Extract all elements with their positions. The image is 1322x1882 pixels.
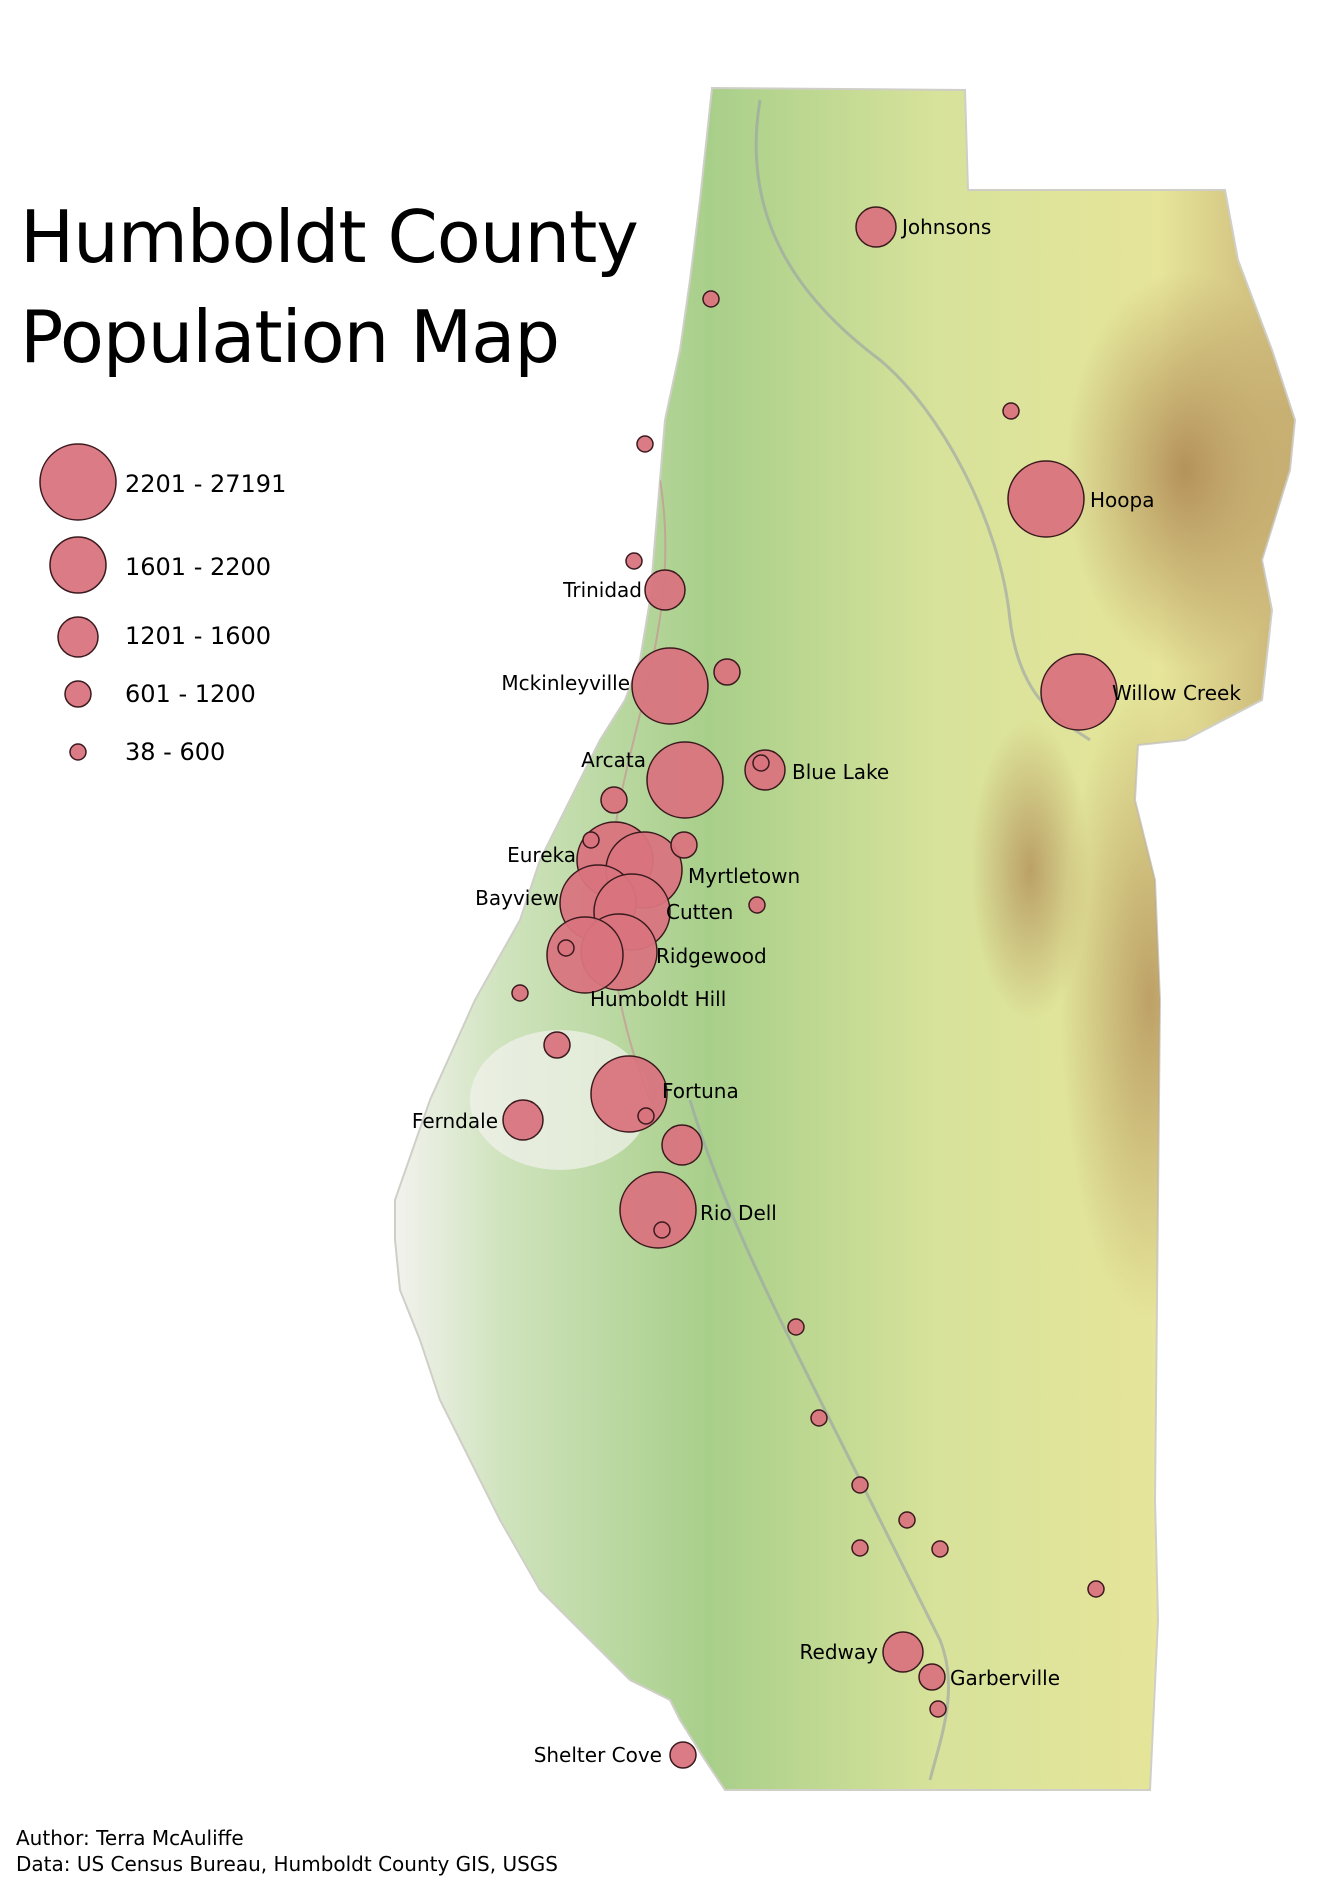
town-label-eureka: Eureka: [507, 843, 576, 867]
town-label-cutten: Cutten: [666, 900, 733, 924]
town-label-shelter-cove: Shelter Cove: [534, 1743, 662, 1767]
town-label-myrtletown: Myrtletown: [688, 864, 800, 888]
town-symbol-redway: [882, 1631, 924, 1673]
place-symbols: [502, 206, 1118, 1769]
town-symbol-mckinleyville: [631, 647, 709, 725]
place-symbol-unlabeled: [851, 1539, 869, 1557]
place-symbol-unlabeled: [748, 896, 766, 914]
legend-label-class-1: 38 - 600: [125, 738, 226, 766]
data-source-credit: Data: US Census Bureau, Humboldt County …: [16, 1852, 558, 1876]
town-symbol-hoopa: [1007, 460, 1085, 538]
place-symbol-unlabeled: [898, 1511, 916, 1529]
place-symbol-unlabeled: [600, 786, 628, 814]
legend-label-class-5: 2201 - 27191: [125, 470, 287, 498]
town-label-ridgewood: Ridgewood: [656, 944, 767, 968]
place-symbol-unlabeled: [787, 1318, 805, 1336]
place-symbol-unlabeled: [810, 1409, 828, 1427]
town-label-arcata: Arcata: [581, 748, 646, 772]
town-label-blue-lake: Blue Lake: [792, 760, 889, 784]
town-label-redway: Redway: [800, 1640, 879, 1664]
town-symbol-fortuna: [590, 1055, 668, 1133]
legend-symbol-class-5: [39, 443, 117, 521]
place-symbol-unlabeled: [653, 1221, 671, 1239]
place-symbol-unlabeled: [511, 984, 529, 1002]
place-symbol-unlabeled: [661, 1124, 703, 1166]
town-label-mckinleyville: Mckinleyville: [501, 671, 630, 695]
place-symbol-unlabeled: [752, 754, 770, 772]
town-label-johnsons: Johnsons: [900, 215, 991, 239]
legend-symbol-class-2: [64, 680, 92, 708]
place-symbol-unlabeled: [702, 290, 720, 308]
town-symbol-arcata: [646, 741, 724, 819]
place-symbol-unlabeled: [557, 939, 575, 957]
place-symbol-unlabeled: [543, 1031, 571, 1059]
town-label-rio-dell: Rio Dell: [700, 1201, 777, 1225]
place-symbol-unlabeled: [1087, 1580, 1105, 1598]
legend-symbol-class-4: [49, 536, 107, 594]
town-symbol-trinidad: [644, 569, 686, 611]
legend-label-class-2: 601 - 1200: [125, 680, 256, 708]
town-label-willow-creek: Willow Creek: [1112, 681, 1241, 705]
town-symbol-shelter-cove: [669, 1741, 697, 1769]
place-symbol-unlabeled: [931, 1540, 949, 1558]
place-symbol-unlabeled: [713, 658, 741, 686]
place-symbol-unlabeled: [625, 552, 643, 570]
town-symbol-willow-creek: [1040, 653, 1118, 731]
place-symbol-unlabeled: [929, 1700, 947, 1718]
town-symbol-rio-dell: [619, 1171, 697, 1249]
town-symbol-ferndale: [502, 1099, 544, 1141]
place-symbol-unlabeled: [1002, 402, 1020, 420]
place-symbol-unlabeled: [582, 831, 600, 849]
legend-symbol-class-3: [57, 616, 99, 658]
town-symbol-johnsons: [855, 206, 897, 248]
place-symbol-unlabeled: [670, 831, 698, 859]
town-label-hoopa: Hoopa: [1090, 488, 1154, 512]
town-symbol-humboldt-hill: [546, 916, 624, 994]
place-symbol-unlabeled: [636, 435, 654, 453]
map-title-line-1: Humboldt County: [20, 195, 639, 279]
author-credit: Author: Terra McAuliffe: [16, 1826, 244, 1850]
place-symbol-unlabeled: [637, 1107, 655, 1125]
town-label-garberville: Garberville: [950, 1666, 1060, 1690]
map-title-line-2: Population Map: [20, 295, 560, 379]
place-symbol-unlabeled: [851, 1476, 869, 1494]
legend-symbols: [39, 443, 117, 761]
town-label-fortuna: Fortuna: [662, 1079, 739, 1103]
legend-symbol-class-1: [69, 743, 87, 761]
town-label-humboldt-hill: Humboldt Hill: [590, 987, 726, 1011]
town-labels: Johnsons Hoopa Willow Creek Trinidad Mckinle…: [412, 215, 1241, 1767]
legend-label-class-4: 1601 - 2200: [125, 553, 272, 581]
town-symbol-garberville: [918, 1663, 946, 1691]
town-label-bayview: Bayview: [475, 886, 559, 910]
town-label-ferndale: Ferndale: [412, 1109, 498, 1133]
legend-label-class-3: 1201 - 1600: [125, 622, 272, 650]
town-label-trinidad: Trinidad: [562, 578, 642, 602]
